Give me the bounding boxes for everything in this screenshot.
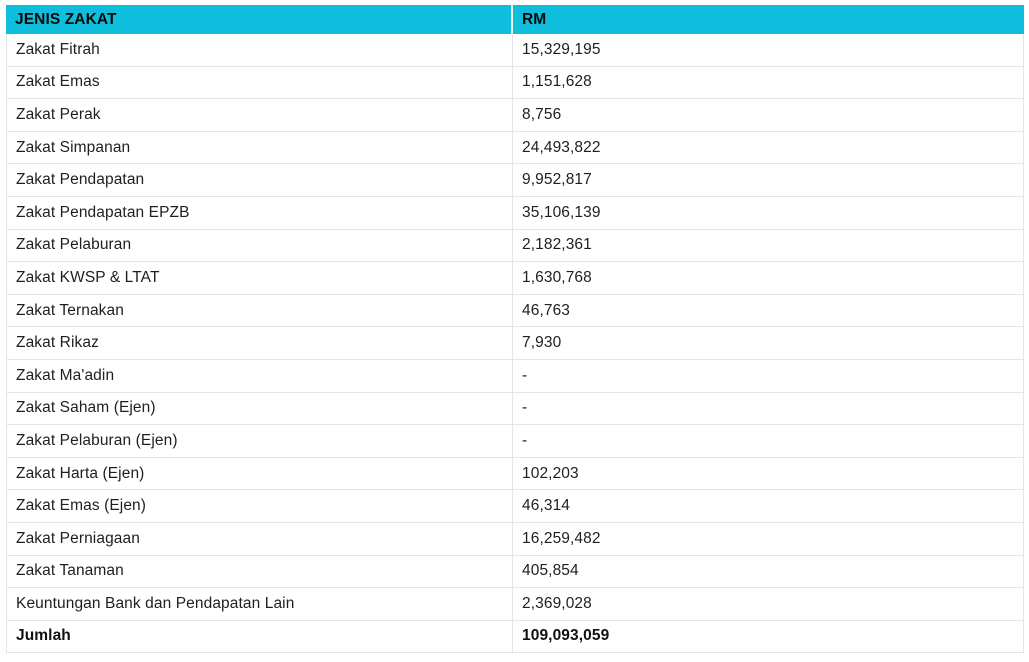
table-row: Zakat Perak 8,756 — [7, 99, 1023, 132]
table-row: Zakat Pendapatan 9,952,817 — [7, 164, 1023, 197]
amount-cell: - — [512, 425, 1023, 457]
amount-cell: 15,329,195 — [512, 34, 1023, 66]
table-row: Zakat Tanaman 405,854 — [7, 555, 1023, 589]
amount-cell: - — [512, 359, 1023, 392]
table-row: Zakat Pendapatan EPZB 35,106,139 — [7, 196, 1023, 230]
zakat-type-cell: Zakat Rikaz — [16, 334, 99, 352]
table-row: Keuntungan Bank dan Pendapatan Lain 2,369… — [7, 588, 1023, 621]
table-row: Zakat Rikaz 7,930 — [7, 327, 1023, 360]
table-row: Zakat Perniagaan 16,259,482 — [7, 522, 1023, 556]
amount-cell: 46,763 — [512, 294, 1023, 327]
table-row: Zakat Ma'adin - — [7, 359, 1023, 393]
amount-cell: 1,630,768 — [512, 262, 1023, 294]
column-header-jenis-zakat: JENIS ZAKAT — [6, 5, 511, 34]
zakat-type-cell: Zakat Pelaburan — [16, 236, 132, 254]
amount-cell: 16,259,482 — [512, 522, 1023, 555]
amount-cell: - — [512, 392, 1023, 425]
zakat-type-cell: Zakat KWSP & LTAT — [16, 268, 160, 286]
zakat-type-cell: Zakat Pelaburan (Ejen) — [16, 431, 178, 449]
table-row: Zakat Pelaburan (Ejen) - — [7, 425, 1023, 458]
zakat-type-cell: Zakat Saham (Ejen) — [16, 399, 156, 417]
amount-cell: 46,314 — [512, 490, 1023, 522]
amount-cell: 24,493,822 — [512, 131, 1023, 164]
amount-cell: 7,930 — [512, 327, 1023, 359]
zakat-type-cell: Zakat Perak — [16, 105, 101, 123]
amount-cell: 102,203 — [512, 457, 1023, 490]
amount-cell: 9,952,817 — [512, 164, 1023, 196]
table-row: Zakat KWSP & LTAT 1,630,768 — [7, 262, 1023, 295]
zakat-type-cell: Zakat Ternakan — [16, 301, 124, 319]
amount-cell: 1,151,628 — [512, 66, 1023, 99]
table-row: Zakat Saham (Ejen) - — [7, 392, 1023, 426]
zakat-type-cell: Jumlah — [16, 627, 71, 645]
zakat-type-cell: Zakat Harta (Ejen) — [16, 464, 145, 482]
table-body: Zakat Fitrah 15,329,195 Zakat Emas 1,151,62… — [6, 34, 1024, 654]
zakat-type-cell: Zakat Ma'adin — [16, 366, 115, 384]
zakat-type-cell: Zakat Pendapatan EPZB — [16, 203, 190, 221]
table-row: Zakat Fitrah 15,329,195 — [7, 34, 1023, 67]
amount-cell: 8,756 — [512, 99, 1023, 131]
amount-cell: 35,106,139 — [512, 196, 1023, 229]
zakat-type-cell: Zakat Fitrah — [16, 40, 100, 58]
table-row: Zakat Pelaburan 2,182,361 — [7, 229, 1023, 263]
zakat-type-cell: Zakat Pendapatan — [16, 171, 145, 189]
zakat-type-cell: Zakat Emas (Ejen) — [16, 497, 147, 515]
zakat-type-cell: Zakat Emas — [16, 73, 100, 91]
amount-cell: 2,369,028 — [512, 588, 1023, 620]
table-row: Zakat Emas 1,151,628 — [7, 66, 1023, 100]
table-header-row: JENIS ZAKAT RM — [6, 5, 1024, 34]
table-row: Zakat Ternakan 46,763 — [7, 294, 1023, 328]
zakat-type-cell: Keuntungan Bank dan Pendapatan Lain — [16, 594, 295, 612]
table-row: Zakat Simpanan 24,493,822 — [7, 131, 1023, 165]
zakat-collection-table: JENIS ZAKAT RM Zakat Fitrah 15,329,195 Zak… — [6, 5, 1024, 654]
zakat-type-cell: Zakat Simpanan — [16, 138, 131, 156]
table-row: Zakat Harta (Ejen) 102,203 — [7, 457, 1023, 491]
zakat-type-cell: Zakat Tanaman — [16, 562, 124, 580]
zakat-type-cell: Zakat Perniagaan — [16, 529, 140, 547]
total-row: Jumlah 109,093,059 — [7, 620, 1023, 654]
amount-cell: 2,182,361 — [512, 229, 1023, 262]
amount-cell: 109,093,059 — [512, 620, 1023, 653]
column-header-rm: RM — [511, 5, 1024, 34]
amount-cell: 405,854 — [512, 555, 1023, 588]
table-row: Zakat Emas (Ejen) 46,314 — [7, 490, 1023, 523]
